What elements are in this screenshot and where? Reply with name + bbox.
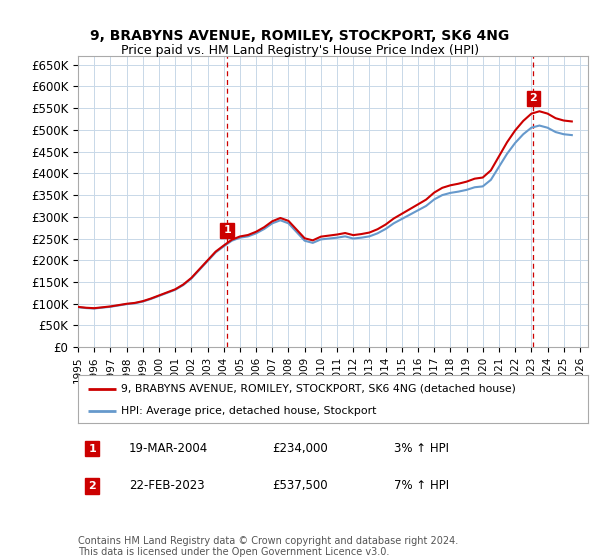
Text: 1: 1 [223,225,231,235]
Text: HPI: Average price, detached house, Stockport: HPI: Average price, detached house, Stoc… [121,406,377,416]
Text: £537,500: £537,500 [272,479,328,492]
Text: 22-FEB-2023: 22-FEB-2023 [129,479,205,492]
Text: Contains HM Land Registry data © Crown copyright and database right 2024.
This d: Contains HM Land Registry data © Crown c… [78,535,458,557]
Text: 7% ↑ HPI: 7% ↑ HPI [394,479,449,492]
Text: 9, BRABYNS AVENUE, ROMILEY, STOCKPORT, SK6 4NG: 9, BRABYNS AVENUE, ROMILEY, STOCKPORT, S… [91,29,509,44]
Text: 3% ↑ HPI: 3% ↑ HPI [394,442,449,455]
Text: 2: 2 [529,94,537,104]
Text: £234,000: £234,000 [272,442,328,455]
Text: 2: 2 [88,481,96,491]
Text: 9, BRABYNS AVENUE, ROMILEY, STOCKPORT, SK6 4NG (detached house): 9, BRABYNS AVENUE, ROMILEY, STOCKPORT, S… [121,384,516,394]
Text: 1: 1 [88,444,96,454]
Text: Price paid vs. HM Land Registry's House Price Index (HPI): Price paid vs. HM Land Registry's House … [121,44,479,57]
Text: 19-MAR-2004: 19-MAR-2004 [129,442,208,455]
